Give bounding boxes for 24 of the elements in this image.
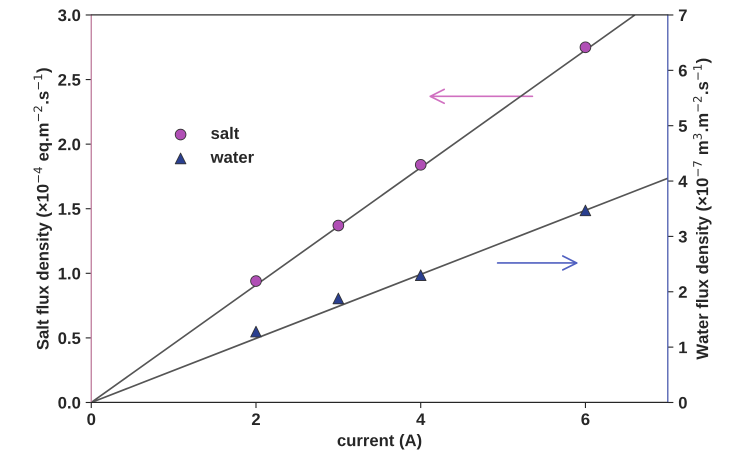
x-tick-label: 2 (252, 413, 260, 425)
legend-label: water (210, 152, 254, 163)
x-axis-title: current (A) (338, 434, 422, 450)
y-tick-label: 0.5 (58, 332, 80, 344)
y-axis-title: Salt flux density (×10$^{−4}$ eq.m$^{−2}$.s$^{−1}$) (33, 68, 52, 350)
text: Water flux density (×10$^{−7}$ m$^{3}$.m$^{−2}$.s$^{−1}$) (693, 58, 712, 360)
x-tick-label: 4 (416, 414, 426, 425)
y-tick-label: 3.0 (58, 9, 80, 22)
y2-tick-label: 4 (678, 176, 688, 188)
y-tick-label: 2.5 (58, 74, 80, 86)
y2-tick-label: 6 (678, 64, 687, 77)
y2-tick-label: 5 (678, 120, 688, 132)
y2-tick-label: 3 (678, 230, 687, 243)
x-tick-label: 6 (581, 413, 590, 426)
x-tick-label: 0 (87, 413, 96, 426)
y-tick-label: 1.5 (58, 203, 80, 215)
y-tick-label: 1.0 (58, 268, 80, 280)
y-tick-label: 0.0 (58, 396, 80, 409)
y2-tick-label: 0 (678, 396, 687, 409)
y2-tick-label: 1 (679, 342, 688, 354)
legend-label: salt (211, 126, 240, 140)
y-tick-label: 2.0 (58, 138, 80, 150)
y2-tick-label: 2 (678, 286, 687, 298)
y2-tick-label: 7 (678, 10, 687, 22)
